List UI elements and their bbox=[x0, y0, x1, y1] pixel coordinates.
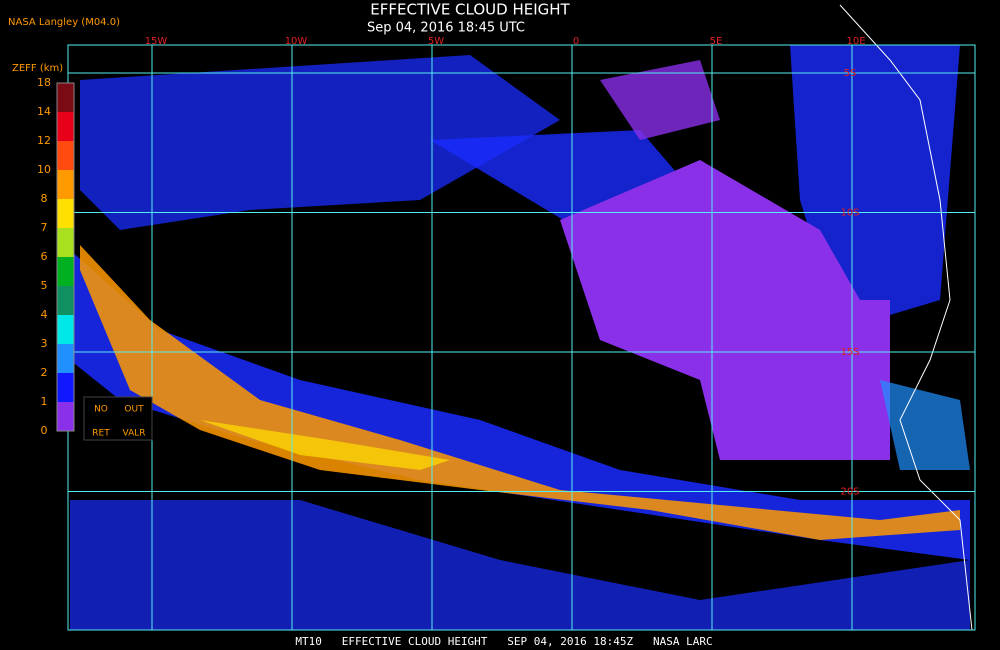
legend-no-ret: NO bbox=[94, 405, 108, 415]
longitude-label: 10E bbox=[846, 36, 865, 47]
legend-level: 6 bbox=[41, 250, 48, 263]
longitude-label: 0 bbox=[573, 36, 579, 47]
longitude-label: 15W bbox=[145, 36, 168, 47]
legend-level: 5 bbox=[41, 279, 48, 292]
legend-swatch bbox=[57, 286, 74, 315]
legend-no-ret: RET bbox=[92, 429, 110, 439]
subtitle: Sep 04, 2016 18:45 UTC bbox=[367, 21, 525, 36]
cloud-field bbox=[70, 4, 973, 631]
legend-swatch bbox=[57, 315, 74, 344]
legend-swatch bbox=[57, 83, 74, 112]
legend-swatch bbox=[57, 257, 74, 286]
legend-level: 3 bbox=[41, 337, 48, 350]
longitude-label: 5E bbox=[710, 36, 723, 47]
legend-swatch bbox=[57, 228, 74, 257]
legend-box bbox=[83, 396, 153, 441]
legend-level: 1 bbox=[41, 395, 48, 408]
legend-out-valr: OUT bbox=[124, 405, 144, 415]
latitude-label: 10S bbox=[840, 208, 859, 219]
latitude-label: 15S bbox=[840, 347, 859, 358]
legend-swatch bbox=[57, 373, 74, 402]
legend-level: 0 bbox=[41, 424, 48, 437]
footer-caption: MT10 EFFECTIVE CLOUD HEIGHT SEP 04, 2016… bbox=[295, 635, 712, 648]
legend-frame bbox=[56, 82, 75, 432]
legend-level: 7 bbox=[41, 221, 48, 234]
title: EFFECTIVE CLOUD HEIGHT bbox=[370, 1, 570, 19]
graticule: 15W 10W 5W 0 5E 10E 5S 10S 15S 20S bbox=[67, 36, 976, 631]
legend-level: 8 bbox=[41, 192, 48, 205]
legend-swatch bbox=[57, 402, 74, 431]
legend-level: 10 bbox=[37, 163, 51, 176]
legend-swatch bbox=[57, 141, 74, 170]
legend-out-valr: VALR bbox=[122, 429, 145, 439]
latitude-label: 20S bbox=[840, 487, 859, 498]
legend-swatch bbox=[57, 112, 74, 141]
legend-swatch bbox=[57, 170, 74, 199]
legend-title: ZEFF (km) bbox=[12, 63, 63, 74]
legend-level: 2 bbox=[41, 366, 48, 379]
legend-level: 18 bbox=[37, 76, 51, 89]
credit: NASA Langley (M04.0) bbox=[8, 17, 120, 28]
legend-level: 4 bbox=[41, 308, 48, 321]
legend-swatch bbox=[57, 344, 74, 373]
legend-level: 14 bbox=[37, 105, 51, 118]
longitude-label: 10W bbox=[285, 36, 308, 47]
longitude-label: 5W bbox=[428, 36, 444, 47]
legend-swatch bbox=[57, 199, 74, 228]
legend-level: 12 bbox=[37, 134, 51, 147]
latitude-label: 5S bbox=[844, 68, 857, 79]
